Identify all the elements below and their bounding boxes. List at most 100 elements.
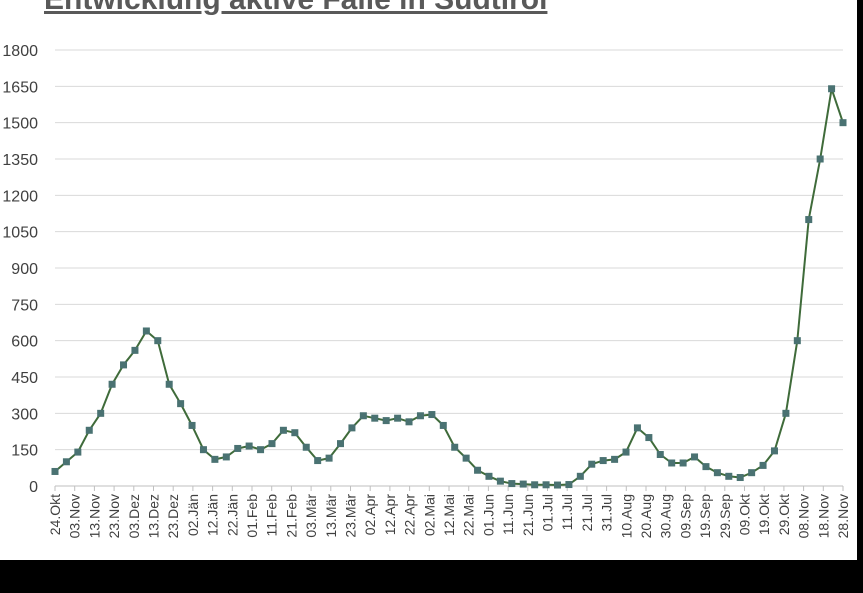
- y-tick-label: 900: [11, 261, 38, 278]
- data-point: [165, 380, 173, 388]
- data-point: [302, 443, 310, 451]
- data-point: [337, 440, 345, 448]
- x-tick-label: 13.Mär: [323, 494, 339, 538]
- x-tick-label: 09.Sep: [677, 494, 693, 539]
- x-tick-label: 12.Mai: [441, 494, 457, 536]
- data-point: [325, 454, 333, 462]
- data-point: [531, 481, 539, 489]
- data-point: [668, 459, 676, 467]
- x-tick-label: 19.Okt: [756, 494, 772, 535]
- x-tick-label: 24.Okt: [47, 494, 63, 535]
- x-tick-label: 11.Feb: [264, 494, 280, 537]
- data-point: [748, 469, 756, 477]
- x-tick-label: 02.Jän: [185, 494, 201, 536]
- data-point: [519, 480, 527, 488]
- x-tick-label: 22.Mai: [461, 494, 477, 536]
- data-point: [599, 457, 607, 465]
- data-point: [736, 474, 744, 482]
- data-series: [51, 85, 847, 489]
- data-point: [211, 455, 219, 463]
- x-axis: [54, 485, 844, 491]
- x-axis-ticks: 24.Okt 03.Nov 13.Nov 23.Nov 03.Dez 13.Dez 23.D…: [47, 494, 851, 539]
- x-tick-label: 03.Mär: [303, 494, 319, 538]
- data-point: [633, 424, 641, 432]
- x-tick-label: 29.Okt: [776, 494, 792, 535]
- data-point: [679, 459, 687, 467]
- x-tick-label: 18.Nov: [815, 494, 831, 538]
- x-tick-label: 11.Jul: [559, 494, 575, 530]
- data-point: [702, 463, 710, 471]
- chart-title: Entwicklung aktive Fälle in Südtirol: [44, 0, 547, 15]
- x-tick-label: 28.Nov: [835, 494, 851, 538]
- data-point: [496, 477, 504, 485]
- y-tick-label: 1650: [2, 79, 38, 96]
- data-point: [359, 412, 367, 420]
- data-point: [268, 440, 276, 448]
- x-tick-label: 22.Jän: [224, 494, 240, 536]
- x-tick-label: 01.Jun: [480, 494, 496, 536]
- x-tick-label: 22.Apr: [402, 494, 418, 536]
- data-point: [394, 414, 402, 422]
- y-tick-label: 1500: [2, 116, 38, 133]
- data-point: [74, 448, 82, 456]
- data-point: [805, 216, 813, 224]
- y-tick-label: 1800: [2, 43, 38, 60]
- y-tick-label: 450: [11, 370, 38, 387]
- data-point: [245, 442, 253, 450]
- data-point: [131, 346, 139, 354]
- data-point: [691, 453, 699, 461]
- data-point: [234, 444, 242, 452]
- x-tick-label: 02.Mai: [421, 494, 437, 536]
- data-point: [611, 455, 619, 463]
- data-point: [199, 446, 207, 454]
- data-point: [622, 448, 630, 456]
- y-tick-label: 1200: [2, 188, 38, 205]
- data-point: [816, 155, 824, 163]
- data-point: [291, 429, 299, 437]
- data-point: [85, 426, 93, 434]
- data-point: [314, 457, 322, 465]
- data-point: [793, 337, 801, 345]
- data-point: [177, 400, 185, 408]
- data-point: [656, 451, 664, 459]
- data-point: [279, 426, 287, 434]
- data-point: [725, 472, 733, 480]
- x-tick-label: 03.Nov: [67, 494, 83, 538]
- x-tick-label: 01.Feb: [244, 494, 260, 538]
- x-tick-label: 08.Nov: [796, 494, 812, 538]
- x-tick-label: 31.Jul: [599, 494, 615, 531]
- data-point: [405, 418, 413, 426]
- data-point: [462, 454, 470, 462]
- x-tick-label: 21.Jul: [579, 494, 595, 531]
- data-point: [485, 472, 493, 480]
- x-tick-label: 13.Nov: [86, 494, 102, 538]
- data-point: [542, 481, 550, 489]
- data-point: [62, 458, 70, 466]
- data-point: [645, 434, 653, 442]
- x-tick-label: 21.Feb: [283, 494, 299, 538]
- data-point: [553, 481, 561, 489]
- data-point: [382, 417, 390, 425]
- data-point: [188, 421, 196, 429]
- data-point: [713, 469, 721, 477]
- x-tick-label: 12.Apr: [382, 494, 398, 536]
- data-point: [839, 119, 847, 127]
- data-point: [451, 443, 459, 451]
- data-point: [348, 424, 356, 432]
- x-tick-label: 20.Aug: [638, 494, 654, 538]
- x-tick-label: 12.Jän: [205, 494, 221, 536]
- y-tick-label: 1050: [2, 225, 38, 242]
- data-point: [142, 327, 150, 335]
- data-point: [828, 85, 836, 93]
- data-point: [108, 380, 116, 388]
- y-tick-label: 750: [11, 297, 38, 314]
- x-tick-label: 29.Sep: [717, 494, 733, 539]
- x-tick-label: 11.Jun: [500, 494, 516, 535]
- x-tick-label: 03.Dez: [126, 494, 142, 538]
- data-point: [428, 411, 436, 419]
- y-tick-label: 150: [11, 443, 38, 460]
- data-point: [416, 412, 424, 420]
- data-point: [588, 460, 596, 468]
- y-tick-label: 300: [11, 406, 38, 423]
